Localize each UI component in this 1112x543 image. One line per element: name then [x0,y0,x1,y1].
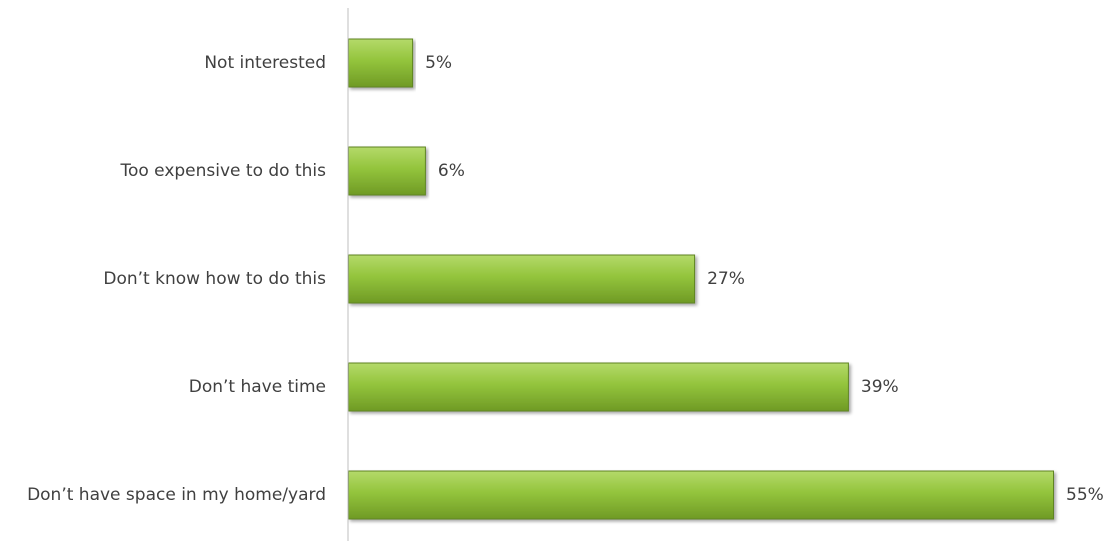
value-label-4: 55% [1066,485,1104,505]
bar-1 [348,146,426,196]
category-label-0: Not interested [204,53,326,73]
bars-group [348,38,1054,520]
bar-0 [348,38,414,88]
category-labels: Not interested Too expensive to do this Do… [27,53,326,505]
bar-2 [348,254,696,304]
value-label-3: 39% [861,377,899,397]
value-label-1: 6% [438,161,465,181]
value-labels: 5% 6% 27% 39% 55% [425,53,1104,505]
value-label-0: 5% [425,53,452,73]
category-label-2: Don’t know how to do this [103,269,326,289]
value-label-2: 27% [707,269,745,289]
category-label-1: Too expensive to do this [119,161,326,181]
category-label-3: Don’t have time [189,377,326,397]
bar-4 [348,470,1054,520]
category-label-4: Don’t have space in my home/yard [27,485,326,505]
bar-3 [348,362,849,412]
